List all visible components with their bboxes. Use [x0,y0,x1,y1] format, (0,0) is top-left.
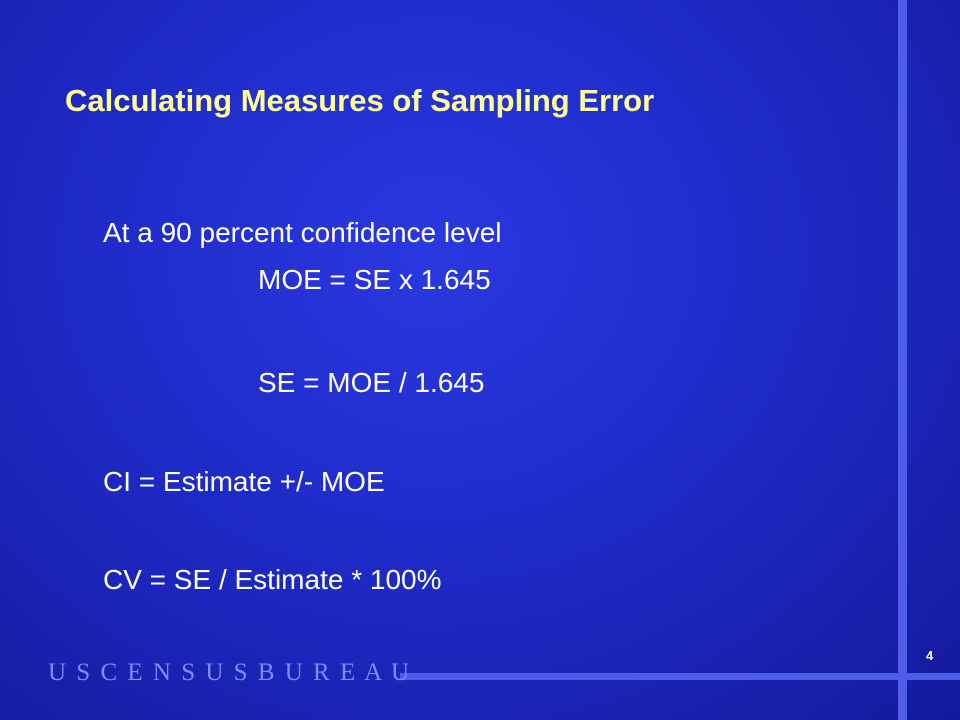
body-line: CV = SE / Estimate * 100% [103,564,442,595]
horizontal-rule [400,673,960,680]
page-number: 4 [926,648,934,663]
slide-title: Calculating Measures of Sampling Error [65,83,655,118]
footer-logo: U S C E N S U S B U R E A U [48,659,412,686]
vertical-rule [898,0,907,720]
body-line: SE = MOE / 1.645 [258,367,485,398]
body-line: MOE = SE x 1.645 [258,264,491,295]
body-line: CI = Estimate +/- MOE [103,466,385,497]
body-line: At a 90 percent confidence level [103,217,502,248]
